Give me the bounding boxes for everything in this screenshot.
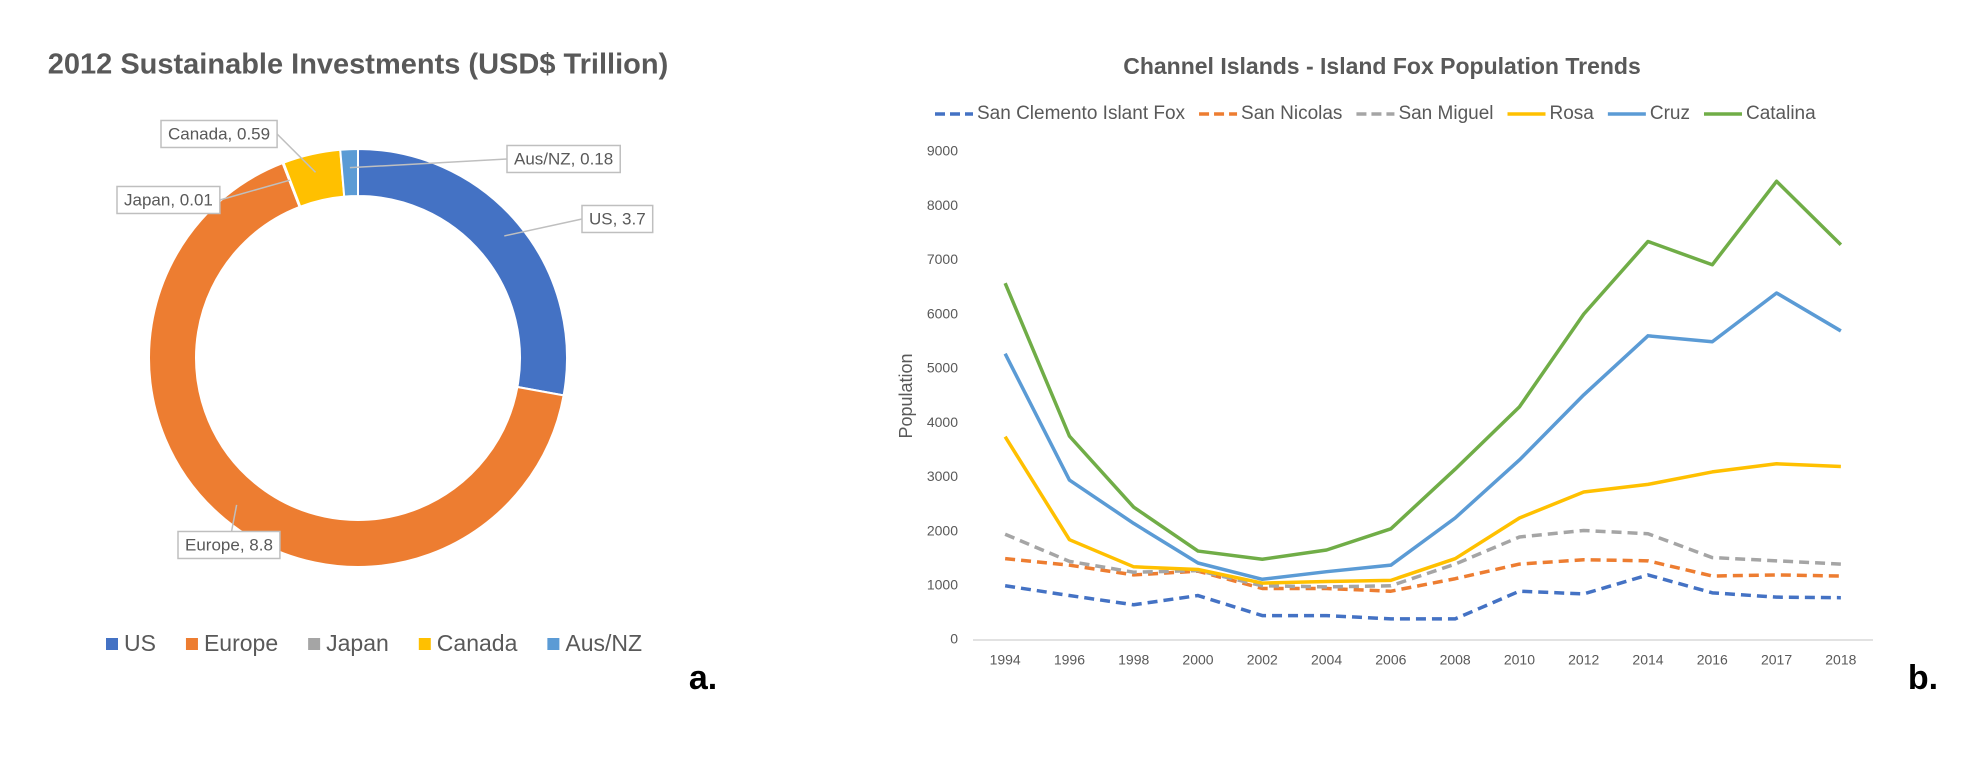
data-label-text: Aus/NZ, 0.18	[514, 149, 613, 168]
x-tick-label: 2010	[1504, 652, 1535, 668]
x-tick-label: 1998	[1118, 652, 1149, 668]
y-tick-label: 1000	[927, 576, 958, 592]
legend-label: San Clemento Islant Fox	[977, 103, 1186, 124]
data-label-text: Japan, 0.01	[124, 190, 213, 209]
legend-swatch	[308, 638, 321, 650]
data-label-box	[506, 144, 621, 174]
chart-title: 2012 Sustainable Investments (USD$ Trill…	[48, 49, 668, 81]
y-tick-label: 2000	[927, 522, 958, 538]
y-axis-label: Population	[896, 353, 916, 438]
leader-line	[349, 158, 508, 169]
data-label: Aus/NZ, 0.18	[506, 144, 621, 174]
y-tick-label: 0	[950, 631, 958, 647]
data-label: US, 3.7	[581, 204, 654, 234]
y-tick-label: 7000	[927, 251, 958, 267]
data-label: Japan, 0.01	[116, 185, 221, 215]
panel-label: b.	[1908, 659, 1938, 697]
x-tick-label: 2018	[1825, 652, 1856, 668]
data-label-box	[177, 530, 281, 560]
series-line	[1004, 573, 1841, 621]
data-label: Canada, 0.59	[160, 119, 278, 149]
data-label-text: Europe, 8.8	[185, 535, 273, 554]
data-label-text: US, 3.7	[589, 209, 646, 228]
legend-label: Canada	[437, 630, 518, 656]
x-tick-label: 2014	[1632, 652, 1663, 668]
legend-swatch	[547, 638, 560, 650]
series-line	[1003, 291, 1842, 582]
data-label-box	[116, 185, 221, 215]
legend-swatch	[418, 638, 431, 650]
y-tick-label: 9000	[927, 143, 958, 159]
donut-slice	[148, 161, 565, 568]
leader-line	[219, 179, 290, 201]
x-tick-label: 2012	[1568, 652, 1599, 668]
series-line	[1003, 435, 1841, 585]
y-tick-label: 3000	[927, 468, 958, 484]
leader-line	[504, 218, 583, 237]
legend-swatch	[185, 638, 198, 650]
donut-slice	[339, 147, 359, 198]
series-line	[1004, 528, 1841, 589]
x-tick-label: 2016	[1697, 652, 1728, 668]
x-tick-label: 2002	[1247, 652, 1278, 668]
legend-swatch	[106, 638, 118, 650]
legend-label: Europe	[204, 630, 278, 656]
data-label-box	[160, 119, 278, 149]
y-tick-label: 6000	[927, 305, 958, 321]
x-tick-label: 2008	[1440, 652, 1471, 668]
x-tick-label: 2017	[1761, 652, 1792, 668]
leader-line	[276, 133, 317, 173]
legend-label: US	[124, 630, 156, 656]
x-tick-label: 2004	[1311, 652, 1342, 668]
y-tick-label: 8000	[927, 197, 958, 213]
legend-label: San Miguel	[1398, 103, 1493, 124]
series-line	[1004, 556, 1841, 593]
donut-slice	[357, 147, 568, 397]
x-tick-label: 2006	[1375, 652, 1406, 668]
y-tick-label: 5000	[927, 360, 958, 376]
x-tick-label: 1994	[990, 652, 1021, 668]
data-label-text: Canada, 0.59	[168, 124, 270, 143]
legend-label: Cruz	[1650, 103, 1690, 124]
legend-label: Aus/NZ	[565, 630, 642, 656]
x-tick-label: 2000	[1182, 652, 1213, 668]
legend-label: Catalina	[1746, 103, 1816, 124]
data-label: Europe, 8.8	[177, 530, 281, 560]
y-tick-label: 4000	[927, 414, 958, 430]
series-line	[1003, 179, 1843, 561]
chart-title: Channel Islands - Island Fox Population …	[1123, 53, 1641, 79]
legend-label: San Nicolas	[1241, 103, 1342, 124]
panel-label: a.	[689, 659, 717, 697]
x-tick-label: 1996	[1054, 652, 1085, 668]
legend-label: Japan	[326, 630, 389, 656]
legend-label: Rosa	[1550, 103, 1595, 124]
data-label-box	[581, 204, 654, 234]
